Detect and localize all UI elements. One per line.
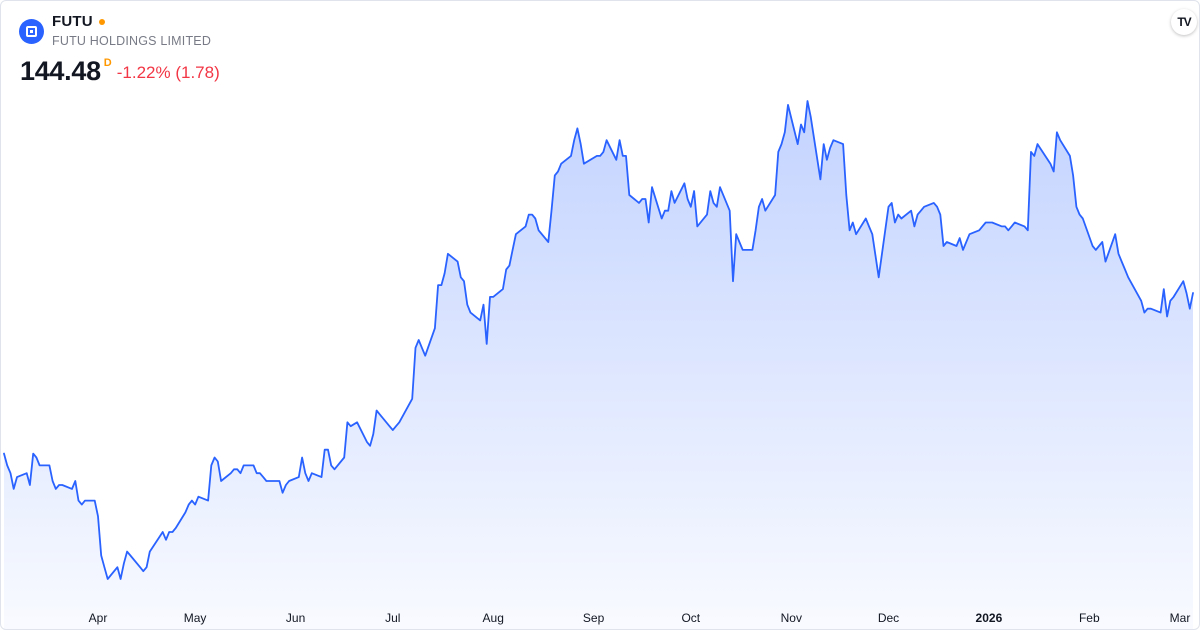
x-tick-label: Nov — [781, 611, 802, 625]
price-change: -1.22% (1.78) — [116, 63, 220, 82]
price-line — [3, 100, 1194, 580]
x-tick-label: Oct — [681, 611, 700, 625]
x-tick-label: Apr — [89, 611, 108, 625]
interval-badge: D — [103, 57, 112, 69]
x-axis: Apr May Jun Jul Aug Sep Oct Nov Dec 2026 Feb Mar — [89, 611, 1191, 625]
x-tick-label: Feb — [1079, 611, 1100, 625]
x-tick-label: Aug — [483, 611, 504, 625]
last-price: 144.48 — [20, 56, 101, 86]
x-tick-label: Sep — [583, 611, 605, 625]
tradingview-logo-icon[interactable]: TV — [1171, 9, 1197, 35]
ticker-symbol[interactable]: FUTU — [52, 13, 93, 30]
price-row: 144.48 D -1.22% (1.78) — [20, 56, 220, 86]
x-tick-label: May — [184, 611, 207, 625]
market-status-dot — [98, 18, 105, 25]
x-tick-label: Dec — [878, 611, 899, 625]
x-tick-label: 2026 — [976, 611, 1003, 625]
x-tick-label: Jun — [286, 611, 305, 625]
x-tick-label: Mar — [1170, 611, 1191, 625]
futu-logo-icon — [19, 19, 44, 44]
ticker-row: FUTU — [52, 13, 105, 30]
price-area-fill — [4, 101, 1193, 629]
x-tick-label: Jul — [385, 611, 400, 625]
company-name: FUTU HOLDINGS LIMITED — [52, 34, 212, 48]
